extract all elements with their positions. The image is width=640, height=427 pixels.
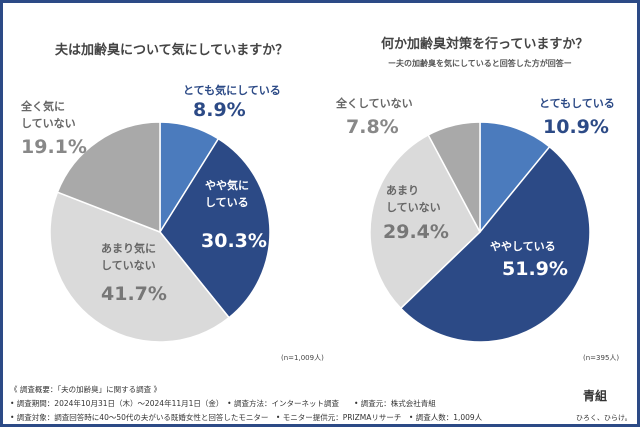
label-somewhat-doing: ややしている xyxy=(490,240,556,253)
frame: 夫は加齢臭について気にしていますか？ 何か加齢臭対策を行っていますか？ ー夫の加… xyxy=(3,3,637,424)
pie-charts xyxy=(49,121,591,343)
pie1-slice-3 xyxy=(56,121,161,234)
label-not-doing: 全くしていない xyxy=(336,97,413,110)
pct-doing-a-lot: 10.9% xyxy=(543,116,609,138)
pct-not-doing: 7.8% xyxy=(346,116,399,138)
pct-somewhat: 30.3% xyxy=(201,230,267,252)
pct-not-much: 41.7% xyxy=(101,283,167,305)
chart2-subtitle: ー夫の加齢臭を気にしていると回答した方が回答ー xyxy=(388,59,572,68)
brand-logo: 青組 xyxy=(583,389,608,403)
chart2-n: (n=395人) xyxy=(583,354,620,362)
label-very-concerned: とても気にしている xyxy=(183,84,281,97)
chart1-title: 夫は加齢臭について気にしていますか？ xyxy=(55,43,289,58)
label-somewhat-b: している xyxy=(205,196,249,209)
chart1-n: (n=1,009人) xyxy=(281,354,324,362)
pct-somewhat-doing: 51.9% xyxy=(502,258,568,280)
label-not-much-doing-a: あまり xyxy=(386,184,419,197)
label-not-much-a: あまり気に xyxy=(101,242,156,255)
pct-not-much-doing: 29.4% xyxy=(383,221,449,243)
label-not-at-all-b: していない xyxy=(21,117,76,130)
pie2-slice-2 xyxy=(369,133,481,310)
label-somewhat-a: やや気に xyxy=(205,179,249,192)
label-not-much-doing-b: していない xyxy=(386,201,441,214)
footer-period: • 調査期間：2024年10月31日（木）〜2024年11月1日（金） • 調査… xyxy=(10,399,436,408)
brand-tagline: ひろく、ひらけ。 xyxy=(576,414,632,422)
footer-title: 《 調査概要：「夫の加齢臭」に関する調査 》 xyxy=(10,385,162,394)
label-doing-a-lot: とてもしている xyxy=(539,97,615,110)
footer-target: • 調査対象：調査回答時に40〜50代の夫がいる既婚女性と回答したモニター • … xyxy=(10,413,483,422)
pie2-slice-1 xyxy=(399,145,591,343)
pie2-slice-0 xyxy=(479,121,551,235)
pct-not-at-all: 19.1% xyxy=(21,136,87,158)
label-not-at-all-a: 全く気に xyxy=(21,100,65,113)
chart2-title: 何か加齢臭対策を行っていますか？ xyxy=(381,37,589,52)
pie1-slice-2 xyxy=(49,191,231,343)
pct-very-concerned: 8.9% xyxy=(193,99,246,121)
label-not-much-b: していない xyxy=(101,259,156,272)
pie2-slice-3 xyxy=(427,121,481,233)
pie1-slice-1 xyxy=(159,137,271,319)
